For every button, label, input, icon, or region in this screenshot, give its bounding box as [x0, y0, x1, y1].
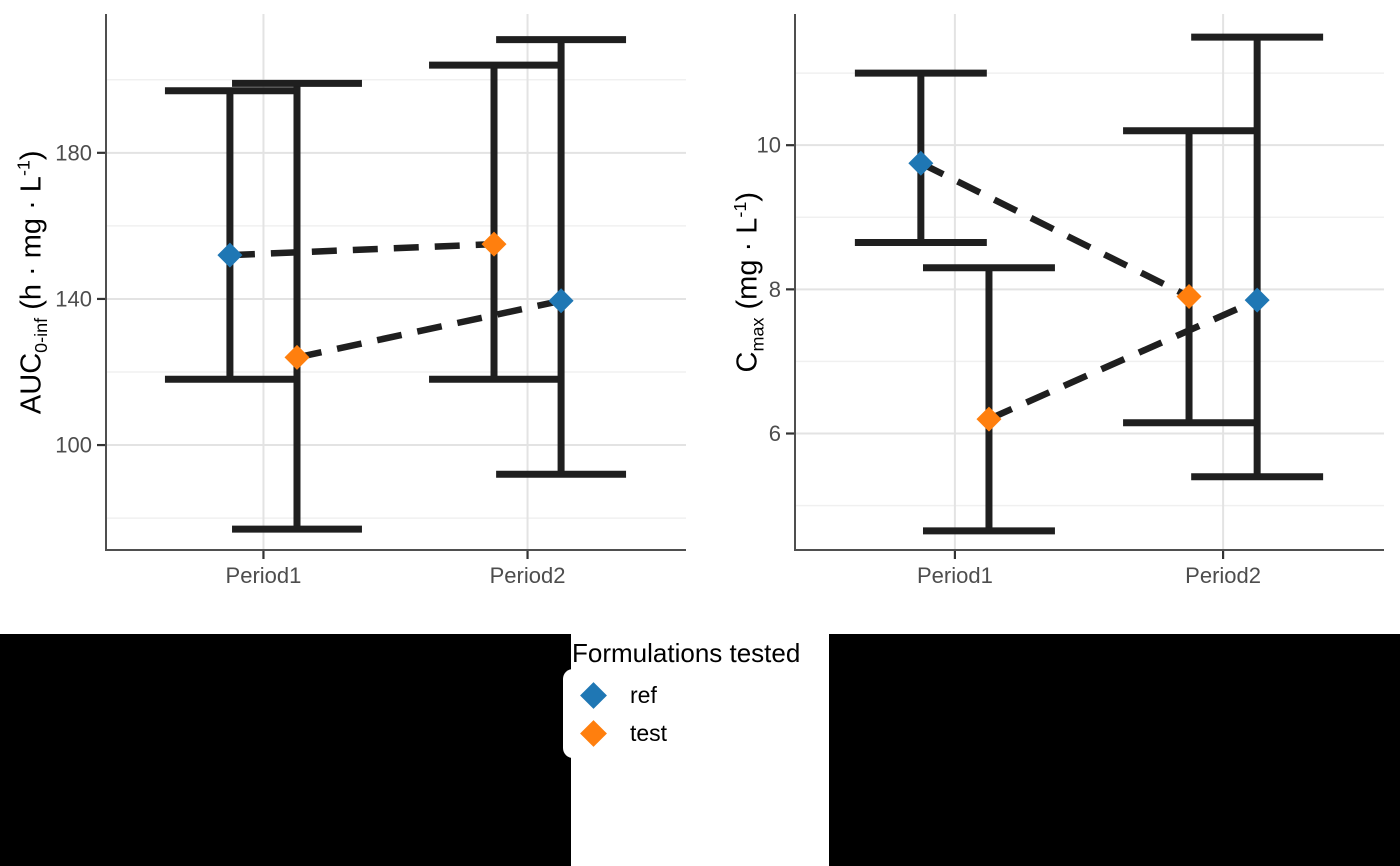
- y-tick-label: 140: [55, 286, 92, 311]
- auc-chart-canvas: 100 140 180 Period1 Period2: [55, 14, 686, 588]
- error-bar-test-period2: [429, 61, 559, 383]
- marker-test-period1: [976, 406, 1002, 432]
- legend-label-ref: ref: [630, 681, 657, 708]
- x-tick-label: Period1: [917, 563, 993, 588]
- cmax-chart-canvas: 6 8 10 Period1 Period2: [757, 14, 1384, 588]
- transparent-backdrop-right: [829, 634, 1400, 866]
- auc-y-axis-title: AUC0-inf (h · mg · L-1): [8, 14, 58, 551]
- marker-ref-period1: [217, 242, 243, 268]
- x-tick-label: Period2: [1185, 563, 1261, 588]
- legend-title: Formulations tested: [572, 638, 801, 668]
- y-axis-title-segment: AUC: [15, 353, 48, 415]
- x-tick-label: Period2: [490, 563, 566, 588]
- plot-background: AUC0-inf (h · mg · L-1) Cmax (mg · L-1) …: [0, 0, 1400, 634]
- y-tick-label: 180: [55, 140, 92, 165]
- error-bar-test-period2: [1123, 127, 1256, 427]
- legend-item-test: test: [563, 714, 829, 752]
- legend-item-ref: ref: [563, 676, 829, 714]
- marker-ref-period2: [1244, 287, 1270, 313]
- y-axis-title-segment: max: [747, 317, 768, 352]
- y-tick-label: 10: [757, 133, 781, 158]
- y-axis-title-segment: 0-inf: [31, 318, 52, 354]
- legend-key-test: [572, 714, 614, 752]
- legend-label-test: test: [630, 719, 668, 746]
- sequence-dashed-line: [229, 240, 495, 259]
- cmax-y-axis-title: Cmax (mg · L-1): [724, 14, 774, 551]
- marker-test-period2: [1176, 284, 1202, 310]
- y-axis-title-segment: ): [731, 192, 764, 202]
- marker-test-period1: [284, 344, 310, 370]
- y-tick-label: 100: [55, 433, 92, 458]
- y-axis-title-segment: C: [731, 351, 764, 373]
- legend-keys-panel: ref test: [563, 669, 829, 758]
- error-bar-ref-period2: [1191, 33, 1324, 481]
- marker-ref-period1: [908, 150, 934, 176]
- test-diamond-icon: [579, 719, 607, 747]
- error-bar-ref-period2: [496, 36, 627, 478]
- x-tick-label: Period1: [226, 563, 302, 588]
- y-axis-title-segment: ): [15, 150, 48, 161]
- error-bar-ref-period1: [164, 87, 295, 383]
- y-axis-title-segment: (mg · L: [731, 217, 764, 318]
- legend-key-ref: [572, 676, 614, 714]
- error-bar-test-period1: [922, 264, 1055, 535]
- sequence-dashed-line: [919, 160, 1191, 300]
- sequence-dashed-line: [987, 297, 1259, 423]
- marker-ref-period2: [548, 288, 574, 314]
- y-axis-title-segment: (h · mg · L: [15, 176, 48, 319]
- sequence-dashed-line: [296, 297, 562, 361]
- ref-diamond-icon: [579, 681, 607, 709]
- y-tick-label: 6: [769, 421, 781, 446]
- y-axis-title-segment: -1: [13, 160, 34, 177]
- y-axis-title-segment: -1: [729, 201, 750, 218]
- marker-test-period2: [481, 231, 507, 257]
- error-bar-test-period1: [232, 79, 362, 533]
- y-tick-label: 8: [769, 277, 781, 302]
- transparent-backdrop-left: [0, 634, 571, 866]
